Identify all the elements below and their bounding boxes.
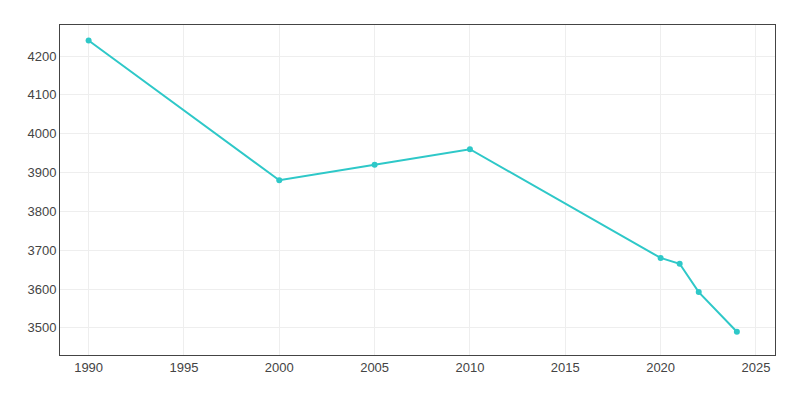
svg-text:3800: 3800 <box>27 204 56 219</box>
svg-text:4100: 4100 <box>27 87 56 102</box>
svg-text:4200: 4200 <box>27 49 56 64</box>
svg-text:2005: 2005 <box>360 360 389 375</box>
svg-text:1990: 1990 <box>74 360 103 375</box>
svg-text:3500: 3500 <box>27 320 56 335</box>
svg-text:1995: 1995 <box>169 360 198 375</box>
svg-text:3600: 3600 <box>27 282 56 297</box>
svg-text:2010: 2010 <box>455 360 484 375</box>
svg-text:2025: 2025 <box>741 360 770 375</box>
svg-text:4000: 4000 <box>27 126 56 141</box>
svg-text:3700: 3700 <box>27 243 56 258</box>
svg-text:2020: 2020 <box>646 360 675 375</box>
svg-text:2000: 2000 <box>265 360 294 375</box>
svg-text:3900: 3900 <box>27 165 56 180</box>
svg-text:2015: 2015 <box>551 360 580 375</box>
